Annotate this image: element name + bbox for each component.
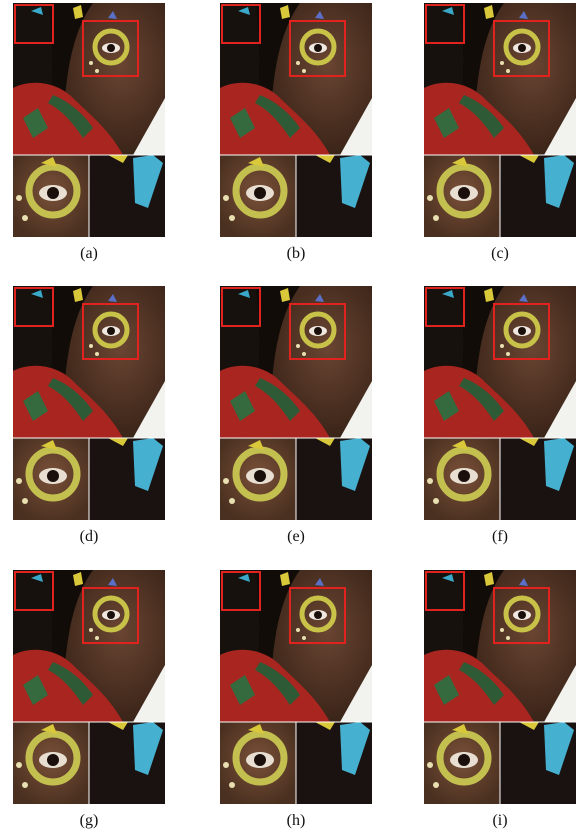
panel-label: (e) — [287, 528, 305, 545]
panel-image — [13, 3, 165, 237]
figure: (a) (b) (c) (d) (e) (f) (g) (h) (i) — [0, 0, 581, 834]
panel-label: (c) — [491, 245, 509, 262]
panel-label: (h) — [287, 812, 306, 829]
panel-image — [220, 286, 372, 520]
panel-label: (g) — [80, 812, 99, 829]
panel-image — [220, 570, 372, 804]
panel-label: (a) — [80, 245, 98, 262]
panel-image — [424, 286, 576, 520]
panel-image — [13, 286, 165, 520]
panel-image — [13, 570, 165, 804]
panel-label: (f) — [492, 528, 508, 545]
panel-label: (d) — [80, 528, 99, 545]
panel-image — [220, 3, 372, 237]
panel-label: (i) — [492, 812, 507, 829]
panel-label: (b) — [287, 245, 306, 262]
panel-image — [424, 3, 576, 237]
panel-image — [424, 570, 576, 804]
